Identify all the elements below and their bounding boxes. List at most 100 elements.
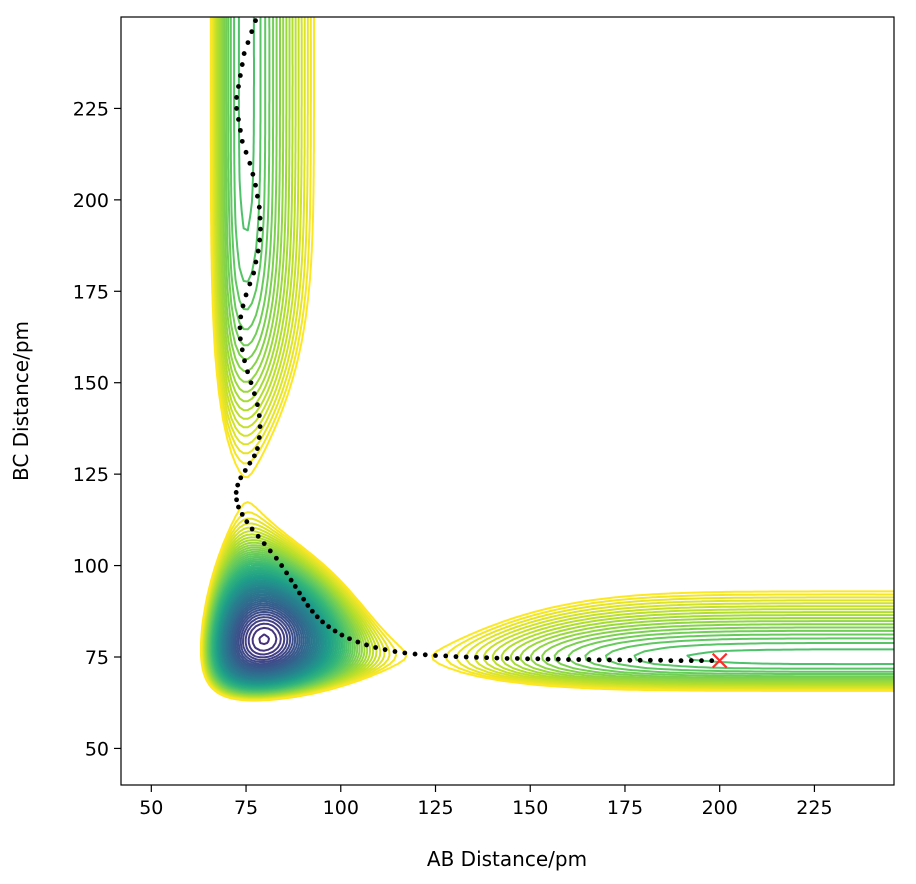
trajectory-point <box>239 347 245 353</box>
trajectory-point <box>261 541 267 547</box>
trajectory-point <box>545 656 551 662</box>
trajectory-point <box>637 657 643 663</box>
trajectory-point <box>273 555 279 561</box>
trajectory-point <box>284 570 289 576</box>
contour-line <box>234 606 299 669</box>
contour-line <box>251 626 278 652</box>
trajectory-point <box>309 608 315 614</box>
contour-line <box>228 598 307 674</box>
trajectory-point <box>243 292 249 298</box>
x-tick-label: 50 <box>139 797 163 819</box>
trajectory-point <box>355 639 361 645</box>
trajectory-point <box>237 336 243 342</box>
trajectory-point <box>525 656 530 662</box>
contour-line <box>239 613 292 663</box>
trajectory-point <box>257 424 263 429</box>
trajectory-point <box>607 657 612 663</box>
trajectory-point <box>288 577 294 583</box>
x-axis-label: AB Distance/pm <box>427 847 587 871</box>
trajectory-point <box>238 475 244 481</box>
trajectory-point <box>347 636 352 642</box>
x-tick-label: 200 <box>702 797 738 819</box>
plot-area <box>199 17 894 702</box>
trajectory-point <box>257 215 263 221</box>
trajectory-point <box>248 380 254 386</box>
trajectory-point <box>255 533 261 539</box>
y-tick-label: 50 <box>85 738 109 760</box>
contour-line <box>227 596 309 676</box>
trajectory-point <box>576 657 582 662</box>
trajectory-point <box>402 650 408 656</box>
trajectory-point <box>239 138 245 144</box>
trajectory-point <box>242 468 248 473</box>
y-tick-label: 200 <box>73 190 109 212</box>
trajectory-point <box>255 446 260 451</box>
trajectory-point <box>251 453 257 459</box>
trajectory-point <box>255 193 260 199</box>
trajectory-point <box>247 281 253 287</box>
trajectory-point <box>297 590 302 596</box>
plot-frame <box>120 16 895 786</box>
x-axis-ticks: 50 75 100 125 150 175 200 225 <box>139 785 833 819</box>
trajectory-point <box>463 654 469 660</box>
y-tick-label: 125 <box>73 464 109 486</box>
trajectory-point <box>668 658 674 664</box>
contour-line <box>247 622 282 656</box>
contour-line <box>226 594 311 677</box>
y-tick-label: 150 <box>73 373 109 395</box>
x-tick-label: 150 <box>512 797 548 819</box>
trajectory-point <box>373 645 379 650</box>
trajectory-point <box>245 369 250 375</box>
trajectory-point <box>678 658 684 664</box>
trajectory-path <box>233 18 715 664</box>
trajectory-point <box>586 657 592 662</box>
trajectory-point <box>249 526 255 532</box>
x-tick-label: 175 <box>607 797 643 819</box>
trajectory-point <box>320 619 325 625</box>
trajectory-point <box>236 84 241 89</box>
contour-line <box>199 17 894 702</box>
trajectory-point <box>239 62 245 67</box>
trajectory-point <box>243 149 249 155</box>
trajectory-point <box>234 106 239 111</box>
trajectory-point <box>247 460 253 466</box>
x-tick-label: 225 <box>796 797 832 819</box>
contour-line <box>258 633 270 646</box>
trajectory-point <box>237 73 243 78</box>
end-point-marker <box>711 652 728 669</box>
trajectory-point <box>422 652 428 658</box>
trajectory-point <box>258 226 263 232</box>
trajectory-point <box>279 563 285 568</box>
trajectory-point <box>253 182 258 188</box>
trajectory-point <box>332 628 338 634</box>
trajectory-point <box>236 504 241 510</box>
trajectory-point <box>514 656 520 661</box>
trajectory-point <box>244 519 250 525</box>
contour-line <box>229 600 305 673</box>
trajectory-point <box>255 248 261 254</box>
trajectory-point <box>256 204 262 210</box>
trajectory-point <box>453 654 459 660</box>
trajectory-point <box>504 656 510 661</box>
trajectory-point <box>251 270 257 276</box>
trajectory-point <box>251 391 257 397</box>
trajectory-point <box>267 548 273 554</box>
trajectory-point <box>339 632 345 638</box>
trajectory-point <box>555 656 561 662</box>
trajectory-point <box>364 642 369 648</box>
trajectory-point <box>256 413 262 419</box>
trajectory-point <box>257 237 263 243</box>
trajectory-point <box>237 325 243 331</box>
trajectory-point <box>253 259 259 265</box>
trajectory-point <box>236 117 241 122</box>
trajectory-point <box>249 29 255 35</box>
trajectory-point <box>494 655 500 661</box>
trajectory-point <box>247 160 253 166</box>
trajectory-point <box>535 656 541 662</box>
trajectory-point <box>234 95 239 100</box>
trajectory-point <box>627 657 633 663</box>
trajectory-point <box>301 596 307 602</box>
trajectory-point <box>253 18 258 24</box>
